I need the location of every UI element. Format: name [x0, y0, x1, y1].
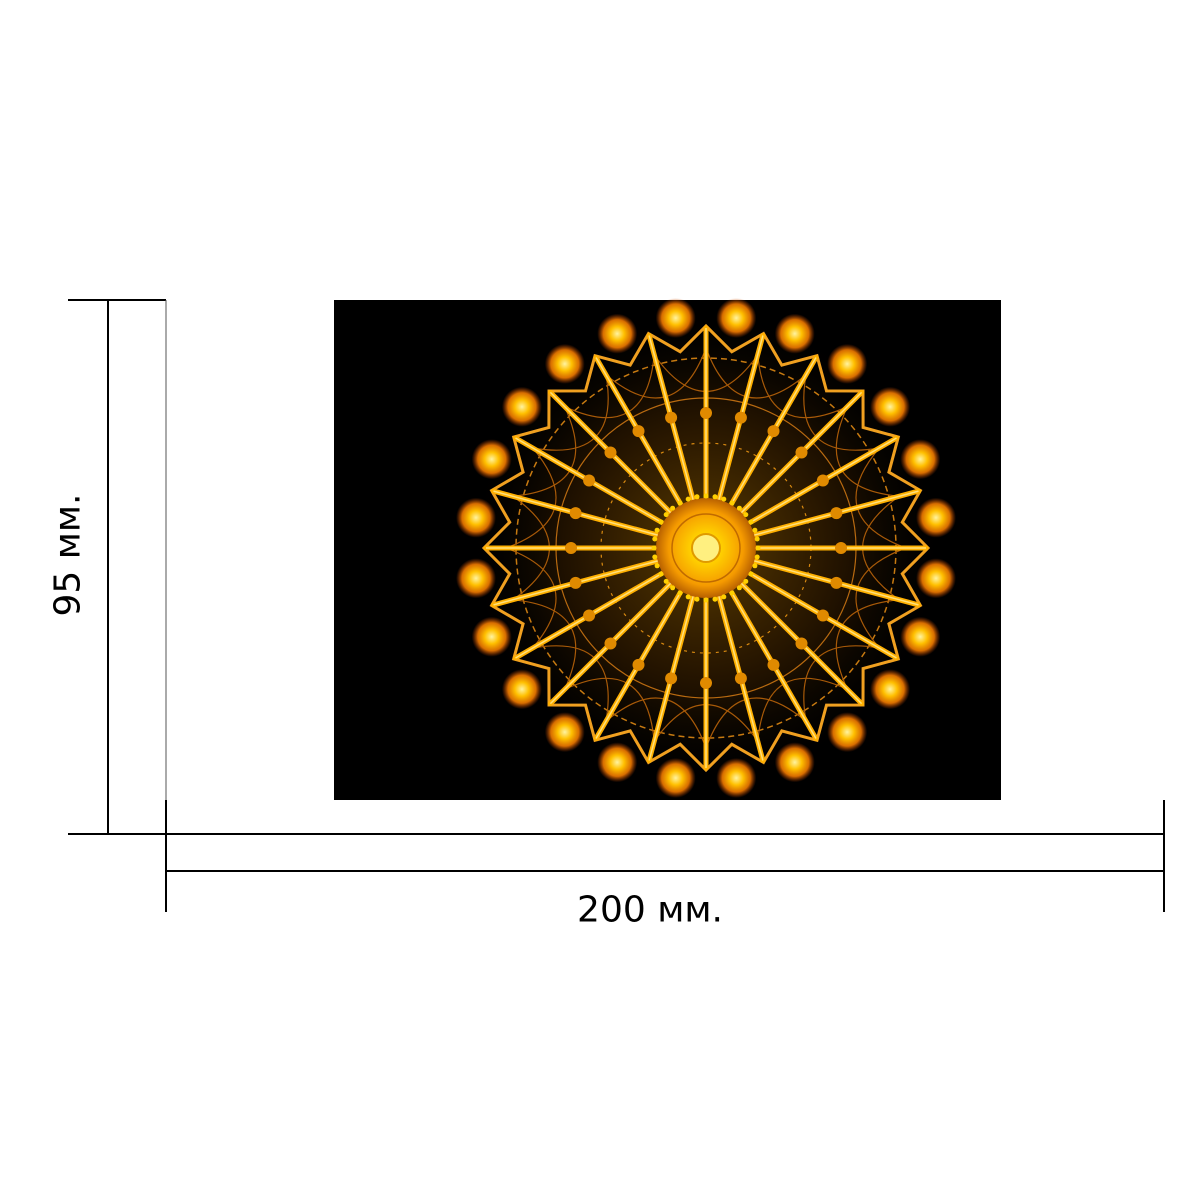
mandala-bead — [774, 313, 815, 354]
mandala-bead — [774, 742, 815, 783]
mandala-bead — [597, 742, 638, 783]
mandala-center-dot — [685, 594, 691, 600]
mandala-flare — [632, 425, 645, 438]
mandala-flare — [816, 474, 829, 487]
height-dimension — [68, 299, 167, 835]
mandala-center-dot — [658, 519, 664, 525]
mandala-bead — [870, 386, 911, 427]
mandala-bead — [597, 313, 638, 354]
mandala-bead — [716, 298, 757, 338]
mandala-bead — [456, 497, 496, 538]
mandala-center-dot — [654, 527, 660, 533]
mandala-center-dot — [721, 594, 727, 600]
mandala-core — [691, 533, 721, 563]
mandala-bead — [471, 616, 512, 657]
mandala-flare — [665, 411, 678, 424]
mandala-center-dot — [685, 496, 691, 502]
mandala-flare — [604, 637, 617, 650]
width-label: 200 мм. — [577, 889, 723, 931]
mandala-bead — [655, 298, 696, 338]
mandala-flare — [795, 446, 808, 459]
mandala-center-dot — [721, 496, 727, 502]
mandala-center-dot — [663, 512, 669, 518]
mandala-center-dot — [712, 494, 718, 500]
mandala-flare — [583, 474, 596, 487]
mandala-bead — [827, 712, 868, 753]
mandala-flare — [632, 658, 645, 671]
mandala-center-dot — [694, 596, 700, 602]
height-label: 95 мм. — [47, 493, 89, 617]
mandala-flare — [767, 658, 780, 671]
mandala-center-dot — [652, 536, 658, 542]
mandala-center-dot — [703, 493, 709, 499]
mandala-center-dot — [658, 571, 664, 577]
mandala-bead — [544, 343, 585, 384]
mandala-center-dot — [748, 571, 754, 577]
mandala-flare — [569, 576, 582, 589]
mandala-center-dot — [652, 554, 658, 560]
mandala-center-dot — [736, 585, 742, 591]
mandala-center-dot — [694, 494, 700, 500]
mandala-center-dot — [743, 512, 749, 518]
mandala-bead — [544, 712, 585, 753]
mandala-flare — [700, 677, 712, 689]
mandala-flare — [604, 446, 617, 459]
mandala-center-dot — [677, 500, 683, 506]
mandala-flare — [767, 425, 780, 438]
mandala-center-dot — [729, 500, 735, 506]
mandala-bead — [471, 439, 512, 480]
mandala-flare — [816, 609, 829, 622]
mandala-artwork — [456, 298, 956, 798]
mandala-bead — [716, 758, 757, 798]
mandala-center-dot — [754, 554, 760, 560]
mandala-center-dot — [670, 505, 676, 511]
mandala-bead — [827, 343, 868, 384]
mandala-center-dot — [663, 578, 669, 584]
mandala-bead — [456, 558, 496, 599]
mandala-bead — [655, 758, 696, 798]
mandala-flare — [830, 576, 843, 589]
mandala-center-dot — [729, 590, 735, 596]
mandala-center-dot — [754, 536, 760, 542]
mandala-bead — [900, 616, 941, 657]
mandala-bead — [501, 386, 542, 427]
mandala-center-dot — [743, 578, 749, 584]
mandala-flare — [734, 411, 747, 424]
mandala-bead — [501, 669, 542, 710]
mandala-center-dot — [752, 527, 758, 533]
mandala-flare — [583, 609, 596, 622]
mandala-center-ring — [671, 513, 741, 583]
mandala-flare — [734, 672, 747, 685]
mandala-center-dot — [651, 545, 657, 551]
mandala-flare — [565, 542, 577, 554]
mandala-center-dot — [670, 585, 676, 591]
mandala-center-dot — [703, 597, 709, 603]
mandala-center-dot — [755, 545, 761, 551]
mandala-center-dot — [712, 596, 718, 602]
mandala-flare — [665, 672, 678, 685]
mandala-flare — [569, 507, 582, 520]
mandala-center-dot — [654, 563, 660, 569]
mandala-bead — [916, 558, 956, 599]
mandala-bead — [870, 669, 911, 710]
mandala-flare — [830, 507, 843, 520]
width-dimension — [165, 800, 1165, 912]
mandala-flare — [795, 637, 808, 650]
mandala-bead — [916, 497, 956, 538]
mandala-center-dot — [752, 563, 758, 569]
mandala-center-dot — [677, 590, 683, 596]
mandala-center-dot — [736, 505, 742, 511]
mandala-bead — [900, 439, 941, 480]
mandala-flare — [835, 542, 847, 554]
mandala-flare — [700, 407, 712, 419]
mandala-center-dot — [748, 519, 754, 525]
